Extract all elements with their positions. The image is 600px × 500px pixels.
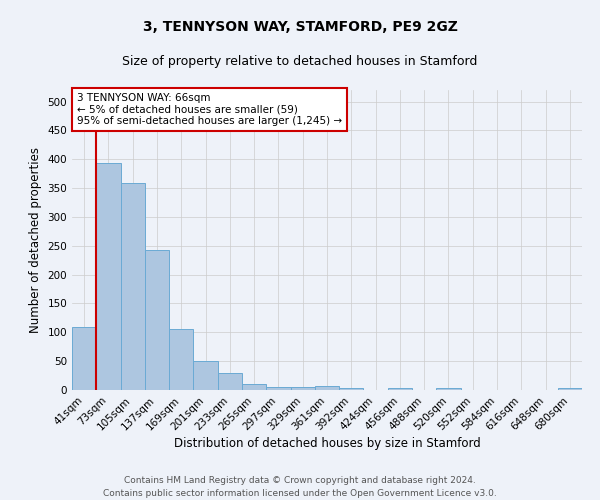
Bar: [266, 386, 290, 390]
Bar: [436, 388, 461, 390]
Y-axis label: Number of detached properties: Number of detached properties: [29, 147, 42, 333]
Bar: [121, 184, 145, 390]
Text: 3 TENNYSON WAY: 66sqm
← 5% of detached houses are smaller (59)
95% of semi-detac: 3 TENNYSON WAY: 66sqm ← 5% of detached h…: [77, 93, 342, 126]
Bar: [242, 384, 266, 390]
Bar: [96, 164, 121, 390]
Bar: [72, 326, 96, 390]
Bar: [290, 386, 315, 390]
Bar: [558, 388, 582, 390]
Bar: [388, 388, 412, 390]
Text: 3, TENNYSON WAY, STAMFORD, PE9 2GZ: 3, TENNYSON WAY, STAMFORD, PE9 2GZ: [143, 20, 457, 34]
X-axis label: Distribution of detached houses by size in Stamford: Distribution of detached houses by size …: [173, 438, 481, 450]
Text: Size of property relative to detached houses in Stamford: Size of property relative to detached ho…: [122, 55, 478, 68]
Bar: [218, 372, 242, 390]
Bar: [169, 330, 193, 390]
Bar: [145, 250, 169, 390]
Bar: [193, 361, 218, 390]
Text: Contains HM Land Registry data © Crown copyright and database right 2024.
Contai: Contains HM Land Registry data © Crown c…: [103, 476, 497, 498]
Bar: [315, 386, 339, 390]
Bar: [339, 388, 364, 390]
